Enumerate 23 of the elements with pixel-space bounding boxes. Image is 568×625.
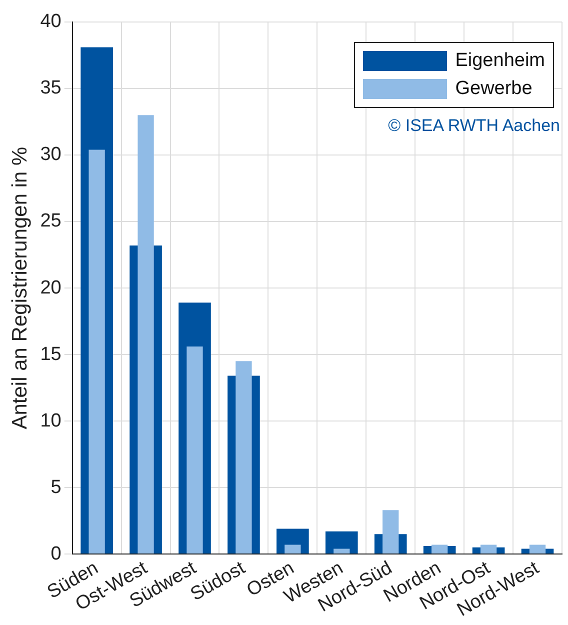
bar	[334, 548, 350, 554]
y-tick-label: 10	[40, 410, 62, 432]
bar	[236, 361, 252, 554]
y-tick-label: 40	[40, 11, 62, 32]
y-tick-label: 20	[40, 277, 62, 298]
bar	[88, 150, 105, 554]
y-tick-label: 25	[40, 210, 62, 232]
annotation: © ISEA RWTH Aachen	[388, 116, 560, 136]
legend-label: Eigenheim	[455, 50, 545, 72]
legend-label: Gewerbe	[455, 78, 532, 100]
bar	[284, 544, 301, 554]
bar	[432, 544, 448, 554]
bar	[480, 544, 497, 554]
y-tick-label: 15	[40, 344, 62, 365]
y-axis-title: Anteil an Registrierungen in %	[8, 146, 32, 430]
y-tick-label: 35	[40, 78, 62, 99]
bar	[529, 544, 546, 554]
y-tick-label: 0	[50, 543, 62, 564]
bar	[186, 346, 203, 554]
bar	[382, 510, 399, 554]
bar	[138, 115, 154, 554]
y-tick-label: 30	[40, 144, 62, 166]
y-tick-label: 5	[50, 476, 62, 498]
